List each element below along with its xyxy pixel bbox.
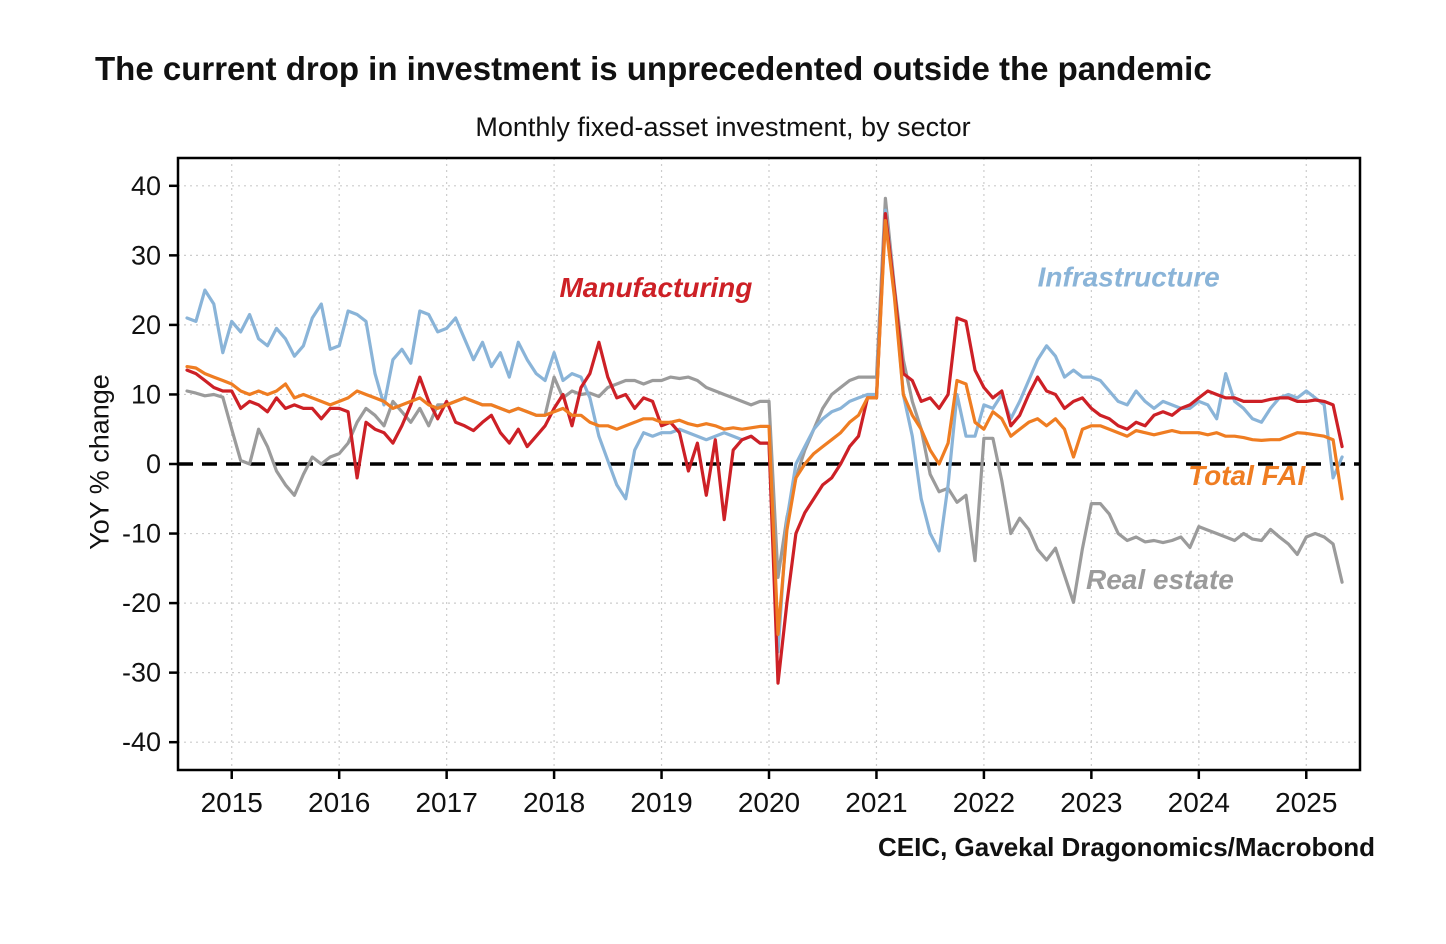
- y-tick-label: -20: [122, 588, 161, 618]
- x-tick-label: 2019: [630, 787, 692, 818]
- x-tick-label: 2020: [738, 787, 800, 818]
- x-tick-label: 2016: [308, 787, 370, 818]
- x-tick-label: 2022: [953, 787, 1015, 818]
- y-tick-label: -40: [122, 727, 161, 757]
- chart-title: The current drop in investment is unprec…: [95, 50, 1212, 87]
- series-line-real-estate: [185, 196, 1344, 605]
- series-label-real-estate: Real estate: [1086, 564, 1234, 595]
- x-tick-label: 2015: [201, 787, 263, 818]
- y-tick-label: 0: [146, 449, 161, 479]
- chart-subtitle: Monthly fixed-asset investment, by secto…: [475, 112, 971, 142]
- y-tick-label: -30: [122, 658, 161, 688]
- y-tick-label: 10: [131, 379, 161, 409]
- y-tick-label: -10: [122, 519, 161, 549]
- series-label-manufacturing: Manufacturing: [559, 272, 752, 303]
- series-line-total-fai: [185, 219, 1344, 637]
- x-tick-label: 2024: [1168, 787, 1230, 818]
- source-attribution: CEIC, Gavekal Dragonomics/Macrobond: [877, 832, 1375, 862]
- y-tick-label: 20: [131, 310, 161, 340]
- series-label-total-fai: Total FAI: [1188, 460, 1306, 491]
- y-tick-label: 40: [131, 171, 161, 201]
- x-tick-label: 2017: [415, 787, 477, 818]
- x-tick-label: 2021: [845, 787, 907, 818]
- x-tick-label: 2018: [523, 787, 585, 818]
- x-tick-label: 2023: [1060, 787, 1122, 818]
- x-tick-label: 2025: [1275, 787, 1337, 818]
- series-line-manufacturing: [185, 212, 1344, 685]
- series-label-infrastructure: Infrastructure: [1038, 262, 1220, 293]
- y-tick-label: 30: [131, 240, 161, 270]
